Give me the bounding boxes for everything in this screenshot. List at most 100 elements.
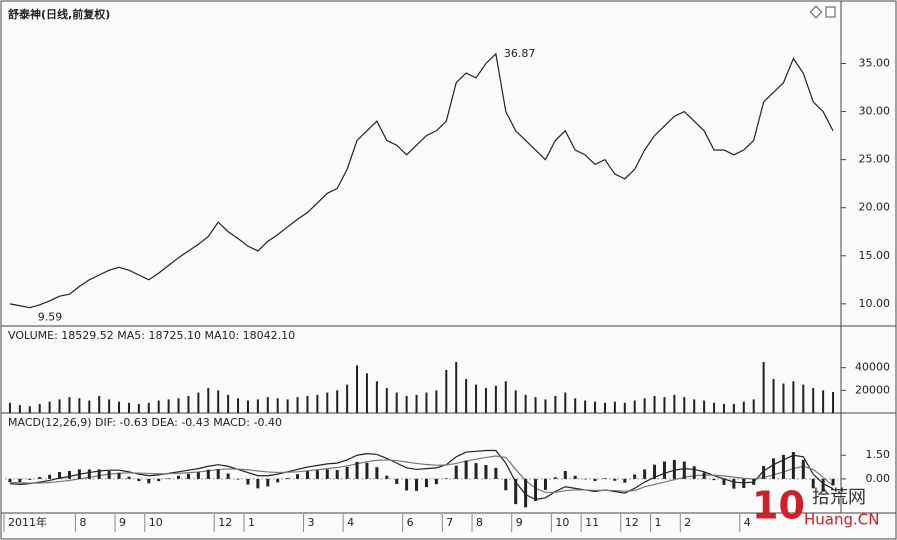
bar	[474, 463, 478, 479]
bar	[395, 478, 399, 484]
bar	[722, 478, 726, 485]
bar	[316, 394, 319, 413]
bar	[464, 460, 468, 479]
bar	[68, 397, 71, 413]
bar	[256, 478, 260, 489]
bar	[28, 406, 31, 413]
bar	[594, 401, 597, 413]
bar	[593, 478, 597, 482]
y-tick-label: 20.00	[859, 201, 891, 214]
bar	[326, 392, 329, 413]
bar	[18, 478, 22, 483]
x-tick-label: 8	[476, 516, 483, 529]
bar	[504, 381, 507, 413]
bar	[653, 396, 656, 413]
bar	[514, 390, 517, 413]
bar	[742, 478, 746, 489]
bar	[782, 383, 785, 413]
bar	[177, 398, 180, 413]
bar	[207, 388, 210, 413]
x-tick-label: 11	[585, 516, 599, 529]
bar	[435, 390, 438, 413]
bar	[583, 478, 587, 480]
y-tick-label: 30.00	[859, 105, 891, 118]
bar	[425, 392, 428, 413]
bar	[365, 373, 368, 413]
watermark-site: Huang.CN	[804, 511, 879, 529]
bar	[534, 397, 537, 413]
bar	[226, 473, 230, 479]
bar	[663, 397, 666, 413]
bar	[662, 461, 666, 479]
watermark-logo: 10	[752, 484, 805, 528]
bar	[58, 471, 62, 479]
bar	[167, 399, 170, 413]
y-tick-label: 1.50	[866, 448, 891, 461]
bar	[177, 475, 181, 479]
bar	[48, 474, 52, 479]
bar	[544, 399, 547, 413]
bar	[484, 388, 487, 413]
y-tick-label: 20000	[855, 383, 890, 396]
x-tick-label: 8	[79, 516, 86, 529]
line	[9, 449, 834, 501]
bar	[286, 399, 289, 413]
bar	[415, 478, 419, 491]
icon[interactable]	[809, 5, 823, 19]
bar	[792, 381, 795, 413]
x-tick-label: 12	[218, 516, 232, 529]
bar	[266, 397, 269, 413]
bar	[613, 401, 616, 413]
bar	[455, 362, 458, 413]
bar	[653, 464, 657, 479]
bar	[335, 470, 339, 479]
bar	[672, 459, 676, 479]
bar	[812, 388, 815, 413]
bar	[543, 478, 547, 490]
bar	[633, 474, 637, 479]
bar	[762, 465, 766, 479]
y-tick-label: 15.00	[859, 249, 891, 262]
bar	[683, 397, 686, 413]
bar	[246, 400, 249, 413]
bar	[504, 478, 508, 491]
bar	[216, 469, 220, 479]
bar	[475, 384, 478, 413]
bar	[365, 462, 369, 479]
bar	[147, 402, 150, 413]
bar	[573, 475, 577, 479]
bar	[613, 478, 617, 481]
x-tick-label: 2011年	[8, 515, 47, 529]
bar	[77, 469, 81, 479]
bar	[325, 469, 329, 479]
bar	[385, 388, 388, 413]
bar	[117, 472, 121, 479]
bar	[395, 392, 398, 413]
bar	[197, 392, 200, 413]
bar	[584, 400, 587, 413]
bar	[306, 396, 309, 413]
bar	[821, 478, 825, 492]
bar	[8, 402, 11, 413]
bar	[713, 402, 716, 413]
bar	[811, 478, 815, 489]
y-tick-label: 40000	[855, 361, 890, 374]
bar	[444, 478, 448, 479]
bar	[445, 369, 448, 413]
bar	[186, 473, 190, 479]
bar	[643, 398, 646, 413]
icon[interactable]	[825, 6, 836, 18]
bar	[38, 403, 41, 413]
y-tick-label: 35.00	[859, 56, 891, 69]
bar	[553, 477, 557, 479]
bar	[434, 478, 438, 485]
bar	[781, 454, 785, 479]
bar	[137, 403, 140, 413]
bar	[554, 396, 557, 413]
bar	[702, 472, 706, 479]
line	[9, 52, 834, 309]
bar	[356, 365, 359, 413]
annotation: 9.59	[38, 311, 63, 324]
bar	[762, 362, 765, 413]
